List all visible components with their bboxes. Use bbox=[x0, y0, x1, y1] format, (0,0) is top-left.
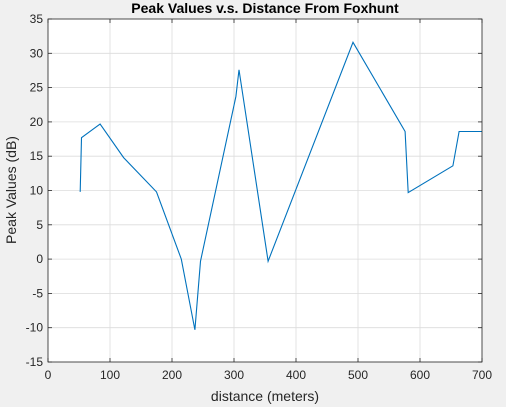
y-tick-label: 20 bbox=[30, 115, 44, 129]
x-tick-label: 0 bbox=[45, 368, 52, 382]
x-tick-labels: 0 100 200 300 400 500 600 700 bbox=[45, 368, 493, 382]
x-tick-label: 400 bbox=[286, 368, 306, 382]
tick-marks bbox=[47, 18, 483, 363]
y-axis-label: Peak Values (dB) bbox=[3, 136, 19, 244]
y-tick-label: 15 bbox=[30, 149, 44, 163]
y-tick-label: 10 bbox=[30, 184, 44, 198]
y-tick-label: -15 bbox=[26, 355, 44, 369]
x-tick-label: 300 bbox=[224, 368, 244, 382]
x-tick-label: 700 bbox=[472, 368, 492, 382]
x-tick-label: 100 bbox=[100, 368, 120, 382]
y-tick-label: 0 bbox=[36, 252, 43, 266]
x-axis-label: distance (meters) bbox=[211, 388, 319, 404]
y-tick-label: 30 bbox=[30, 46, 44, 60]
x-tick-label: 600 bbox=[410, 368, 430, 382]
chart-title: Peak Values v.s. Distance From Foxhunt bbox=[131, 0, 399, 16]
y-tick-label: 25 bbox=[30, 81, 44, 95]
y-tick-label: -10 bbox=[26, 321, 44, 335]
y-tick-label: -5 bbox=[32, 286, 43, 300]
series-line bbox=[79, 41, 482, 330]
y-tick-label: 35 bbox=[30, 12, 44, 26]
y-tick-labels: -15 -10 -5 0 5 10 15 20 25 30 35 bbox=[26, 12, 44, 369]
x-tick-label: 500 bbox=[348, 368, 368, 382]
y-tick-label: 5 bbox=[36, 218, 43, 232]
x-tick-label: 200 bbox=[162, 368, 182, 382]
